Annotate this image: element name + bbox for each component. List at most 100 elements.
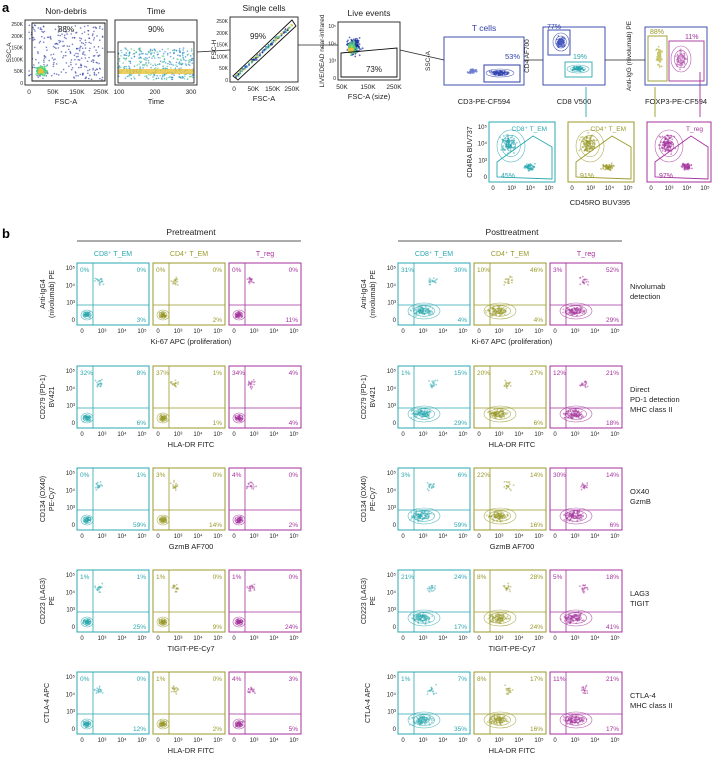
- event-dot: [581, 312, 584, 315]
- event-dot: [159, 74, 162, 77]
- event-dot: [179, 63, 181, 66]
- event-dot: [586, 486, 588, 489]
- y-tick-label: 150K: [216, 43, 228, 49]
- event-dot: [79, 37, 81, 39]
- y-tick-label: 10⁴: [66, 282, 76, 289]
- event-dot: [97, 55, 100, 58]
- event-dot: [145, 75, 148, 77]
- x-tick-label: 10⁵: [458, 431, 468, 438]
- event-dot: [410, 517, 413, 520]
- event-dot: [94, 586, 97, 589]
- row-annotation: MHC class II: [630, 405, 673, 414]
- x-tick-label: 300: [186, 89, 197, 96]
- event-dot: [161, 74, 164, 76]
- event-dot: [28, 31, 30, 34]
- event-dot: [101, 582, 104, 585]
- event-dot: [63, 36, 66, 39]
- event-dot: [43, 37, 46, 39]
- event-dot: [573, 511, 575, 514]
- event-dot: [252, 483, 255, 486]
- event-dot: [161, 55, 164, 57]
- event-dot: [513, 152, 515, 154]
- event-dot: [350, 52, 353, 54]
- event-dot: [235, 75, 237, 78]
- event-dot: [62, 56, 64, 59]
- x-axis-label: GzmB AF700: [490, 542, 535, 551]
- event-dot: [96, 487, 99, 490]
- event-dot: [149, 74, 152, 76]
- y-axis-label: CD223 (LAG3): [40, 578, 47, 624]
- event-dot: [488, 70, 491, 73]
- event-dot: [566, 519, 568, 522]
- event-dot: [571, 515, 573, 518]
- event-dot: [665, 144, 668, 147]
- event-dot: [679, 68, 681, 71]
- x-tick-label: 10³: [571, 534, 580, 540]
- event-dot: [63, 34, 66, 37]
- event-dot: [252, 378, 255, 381]
- event-dot: [576, 414, 579, 417]
- event-dot: [39, 40, 42, 43]
- event-dot: [120, 49, 122, 52]
- event-dot: [75, 31, 78, 34]
- event-dot: [174, 279, 176, 282]
- quadrant-percentage: 24%: [454, 574, 467, 581]
- y-axis-label: SSC-A: [425, 50, 432, 71]
- event-dot: [151, 49, 154, 52]
- quadrant-percentage: 4%: [534, 317, 544, 324]
- event-dot: [52, 59, 55, 61]
- event-dot: [578, 149, 581, 152]
- event-dot: [75, 55, 78, 58]
- quadrant-percentage: 0%: [80, 267, 90, 274]
- event-dot: [57, 34, 60, 37]
- event-dot: [428, 277, 431, 280]
- event-dot: [60, 50, 63, 53]
- event-dot: [492, 414, 495, 417]
- event-dot: [98, 588, 101, 591]
- quadrant-percentage: 4%: [289, 420, 299, 427]
- gate-percentage: 11%: [685, 34, 699, 41]
- event-dot: [583, 281, 585, 284]
- event-dot: [512, 484, 515, 487]
- event-dot: [37, 62, 40, 64]
- event-dot: [419, 514, 421, 517]
- event-dot: [144, 56, 147, 59]
- gate-percentage: 90%: [148, 25, 164, 34]
- y-tick-label: 10⁵: [66, 470, 76, 477]
- event-dot: [192, 76, 194, 79]
- gate-polygon: [232, 19, 297, 81]
- x-tick-label: 10⁴: [590, 533, 600, 540]
- event-dot: [505, 481, 508, 483]
- event-dot: [181, 62, 184, 65]
- event-dot: [55, 63, 58, 65]
- event-dot: [557, 45, 560, 48]
- event-dot: [125, 54, 128, 57]
- event-dot: [138, 57, 140, 59]
- y-tick-label: 150K: [11, 46, 23, 52]
- event-dot: [527, 167, 530, 170]
- event-dot: [39, 70, 42, 73]
- event-dot: [142, 52, 144, 55]
- event-dot: [279, 32, 282, 35]
- x-tick-label: 10⁵: [534, 533, 544, 540]
- event-dot: [669, 147, 672, 150]
- event-dot: [68, 45, 71, 48]
- event-dot: [154, 63, 156, 65]
- event-dot: [249, 484, 252, 487]
- gate-percentage: 77%: [547, 24, 561, 31]
- quadrant-percentage: 24%: [285, 624, 298, 631]
- y-tick-label: 0: [72, 625, 76, 631]
- event-dot: [431, 279, 433, 282]
- x-tick-label: 50K: [248, 86, 260, 93]
- quadrant-percentage: 0%: [213, 472, 223, 479]
- event-dot: [95, 27, 97, 29]
- x-tick-label: 10⁵: [544, 185, 554, 192]
- event-dot: [38, 41, 41, 44]
- event-dot: [250, 60, 252, 62]
- event-dot: [44, 68, 47, 71]
- event-dot: [261, 51, 264, 54]
- x-tick-label: 0: [80, 432, 84, 438]
